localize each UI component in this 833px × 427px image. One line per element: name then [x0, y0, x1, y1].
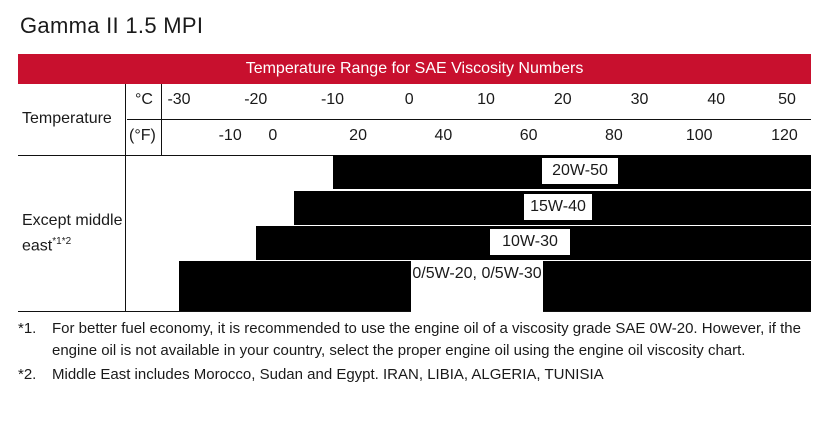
- celsius-unit: °C: [135, 91, 153, 108]
- celsius-tick-label: -10: [320, 91, 345, 108]
- fahrenheit-tick-label: 100: [685, 127, 713, 144]
- celsius-tick-label: 0: [404, 91, 414, 108]
- footnote-mark: *1.: [18, 320, 37, 337]
- page-title: Gamma II 1.5 MPI: [20, 13, 204, 38]
- chart-header: Temperature Range for SAE Viscosity Numb…: [18, 54, 811, 84]
- celsius-tick-label: 20: [553, 91, 572, 108]
- footnotes: *1. For better fuel economy, it is recom…: [18, 318, 813, 386]
- grade-label: 10W-30: [490, 229, 570, 255]
- celsius-tick-label: -20: [244, 91, 268, 108]
- temperature-label: Temperature: [22, 110, 112, 127]
- row-divider-units: [127, 119, 811, 120]
- col-divider-unit: [161, 84, 162, 155]
- footnote-2: *2. Middle East includes Morocco, Sudan …: [18, 364, 813, 386]
- grade-label: 0/5W-20, 0/5W-30: [411, 261, 543, 313]
- celsius-tick-label: 40: [707, 91, 726, 108]
- celsius-tick-label: -30: [167, 91, 191, 108]
- fahrenheit-unit: (°F): [129, 127, 156, 144]
- celsius-tick-label: 50: [778, 91, 796, 108]
- region-footnote-ref: *1*2: [52, 236, 72, 247]
- celsius-tick-label: 30: [630, 91, 649, 108]
- fahrenheit-tick-label: 0: [268, 127, 278, 144]
- fahrenheit-tick-label: 60: [519, 127, 538, 144]
- viscosity-chart: Temperature Range for SAE Viscosity Numb…: [18, 54, 811, 313]
- footnote-text: Middle East includes Morocco, Sudan and …: [52, 366, 604, 383]
- footnote-1: *1. For better fuel economy, it is recom…: [18, 318, 813, 362]
- footnote-text: For better fuel economy, it is recommend…: [52, 320, 801, 359]
- footnote-mark: *2.: [18, 366, 37, 383]
- grade-label: 20W-50: [542, 158, 618, 184]
- grade-label: 15W-40: [524, 194, 592, 220]
- fahrenheit-tick-label: 40: [434, 127, 453, 144]
- celsius-tick-label: 10: [477, 91, 495, 108]
- fahrenheit-tick-label: 120: [771, 127, 798, 144]
- region-label-text: Except middle east: [22, 212, 123, 255]
- fahrenheit-tick-label: -10: [218, 127, 242, 144]
- col-divider-label: [125, 84, 126, 312]
- fahrenheit-tick-label: 20: [349, 127, 367, 144]
- fahrenheit-tick-label: 80: [605, 127, 623, 144]
- region-label: Except middle east*1*2: [22, 210, 124, 256]
